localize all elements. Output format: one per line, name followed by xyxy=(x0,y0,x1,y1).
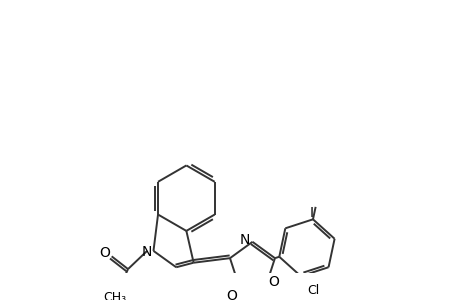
Text: N: N xyxy=(142,245,152,259)
Text: Cl: Cl xyxy=(306,284,319,297)
Text: O: O xyxy=(268,275,279,289)
Text: O: O xyxy=(225,289,236,300)
Text: N: N xyxy=(240,233,250,247)
Text: I: I xyxy=(309,206,313,220)
Text: CH₃: CH₃ xyxy=(103,291,126,300)
Text: O: O xyxy=(99,246,110,260)
